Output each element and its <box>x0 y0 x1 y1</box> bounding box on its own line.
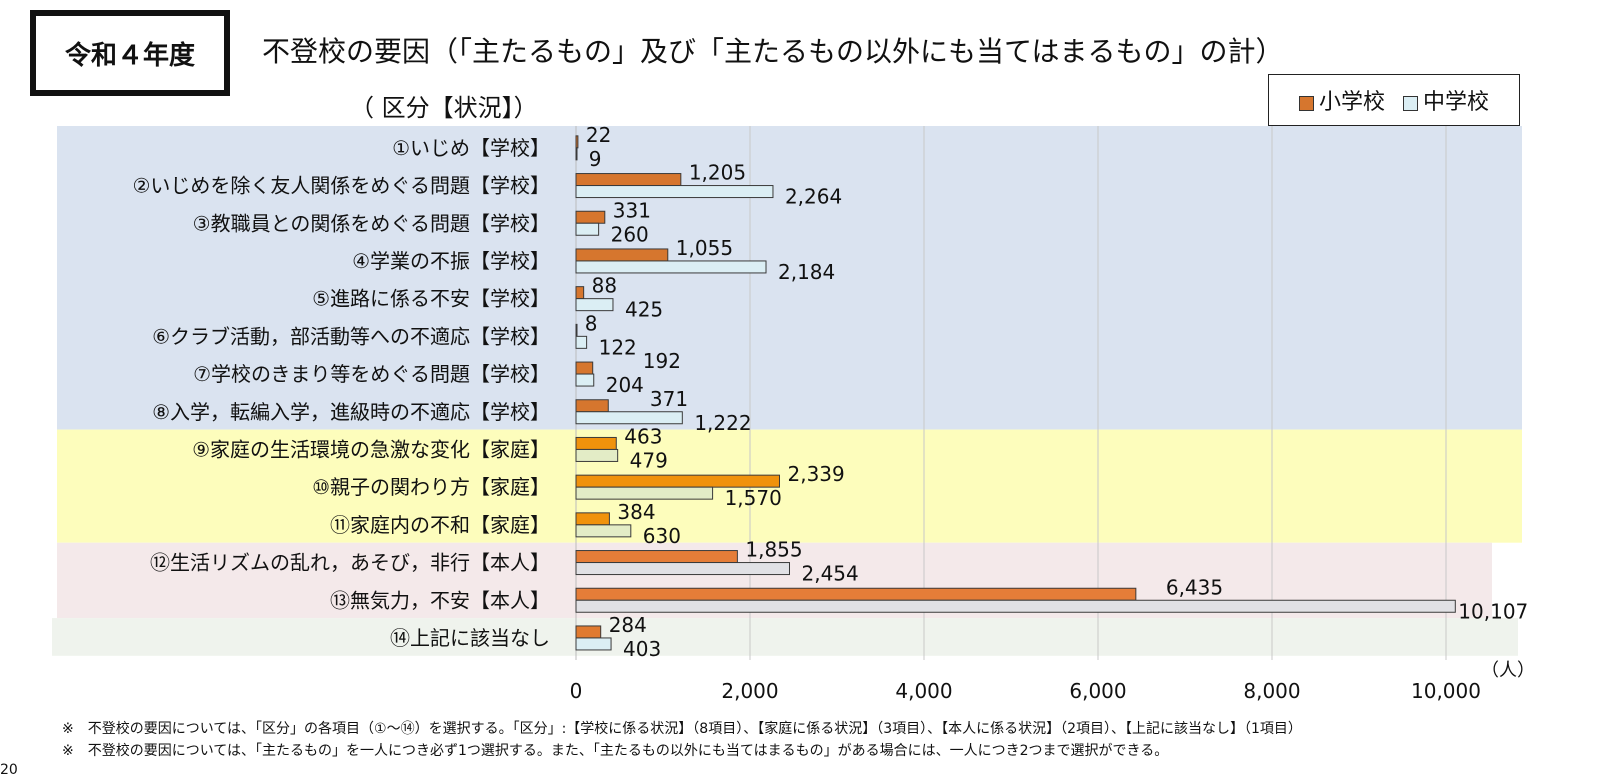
value-label-elementary: 88 <box>592 274 617 298</box>
bar-elementary <box>575 135 579 149</box>
value-label-junior-high: 403 <box>623 637 661 661</box>
legend-item-junior-high: 中学校 <box>1403 84 1489 116</box>
bar-junior-high <box>575 411 683 425</box>
page-subtitle: （ 区分【状況】） <box>350 94 538 122</box>
category-label: ③教職員との関係をめぐる問題【学校】 <box>193 211 550 235</box>
group-background-0 <box>57 126 1522 430</box>
legend-label: 中学校 <box>1423 90 1490 115</box>
category-label: ⑪家庭内の不和【家庭】 <box>330 513 550 537</box>
category-label: ⑫生活リズムの乱れ，あそび，非行【本人】 <box>150 551 550 575</box>
page-title: 不登校の要因（「主たるもの」及び「主たるもの以外にも当てはまるもの」の計） <box>262 35 1284 68</box>
value-label-elementary: 22 <box>586 123 611 147</box>
category-label: ⑭上記に該当なし <box>390 626 550 650</box>
bar-elementary <box>575 436 617 450</box>
value-label-elementary: 2,339 <box>787 462 844 486</box>
bar-junior-high <box>575 448 619 462</box>
value-label-junior-high: 122 <box>599 335 637 359</box>
legend-label: 小学校 <box>1318 90 1385 115</box>
category-label: ⑦学校のきまり等をめぐる問題【学校】 <box>193 362 550 386</box>
value-label-junior-high: 479 <box>630 448 668 472</box>
bar-elementary <box>575 550 738 564</box>
x-tick-label: 0 <box>570 679 583 703</box>
value-label-elementary: 1,055 <box>676 236 733 260</box>
category-label: ⑨家庭の生活環境の急激な変化【家庭】 <box>192 437 550 461</box>
page-number: 20 <box>0 762 18 778</box>
value-label-elementary: 1,205 <box>689 161 746 185</box>
bar-junior-high <box>575 599 1456 613</box>
value-label-elementary: 463 <box>624 424 662 448</box>
bar-junior-high <box>575 298 614 312</box>
bar-junior-high <box>575 222 600 236</box>
bar-elementary <box>575 361 594 375</box>
category-label: ①いじめ【学校】 <box>392 136 550 160</box>
legend-swatch-junior-high <box>1403 95 1418 111</box>
category-label: ②いじめを除く友人関係をめぐる問題【学校】 <box>132 174 550 198</box>
value-label-elementary: 6,435 <box>1166 575 1223 599</box>
bar-elementary <box>575 399 609 413</box>
bar-elementary <box>575 587 1137 601</box>
value-label-junior-high: 1,222 <box>694 411 751 435</box>
bar-junior-high <box>575 185 774 199</box>
bar-junior-high <box>575 335 588 349</box>
bar-elementary <box>575 210 606 224</box>
bar-junior-high <box>575 562 790 576</box>
bar-elementary <box>575 173 682 187</box>
value-label-elementary: 331 <box>613 198 651 222</box>
x-tick-label: 4,000 <box>895 679 952 703</box>
category-label: ④学業の不振【学校】 <box>352 249 550 273</box>
footnote-2: ※ 不登校の要因については、「主たるもの」を一人につき必ず1つ選択する。また、「… <box>62 743 1169 759</box>
bar-elementary <box>575 248 669 262</box>
category-label: ⑩親子の関わり方【家庭】 <box>312 475 550 499</box>
bar-junior-high <box>575 637 612 651</box>
legend-item-elementary: 小学校 <box>1298 84 1385 116</box>
value-label-junior-high: 10,107 <box>1458 599 1528 623</box>
value-label-elementary: 1,855 <box>745 538 802 562</box>
group-background-1 <box>57 429 1522 543</box>
bar-elementary <box>575 286 585 300</box>
x-tick-label: 2,000 <box>721 679 778 703</box>
unit-label: （人） <box>1481 660 1535 681</box>
x-tick-label: 10,000 <box>1411 679 1481 703</box>
x-tick-label: 8,000 <box>1243 679 1300 703</box>
bar-junior-high <box>575 524 632 538</box>
bar-junior-high <box>575 147 578 161</box>
value-label-junior-high: 2,454 <box>801 562 858 586</box>
value-label-elementary: 8 <box>585 311 598 335</box>
category-label: ⑧入学，転編入学，進級時の不適応【学校】 <box>152 400 550 424</box>
value-label-junior-high: 425 <box>625 298 663 322</box>
category-label: ⑥クラブ活動，部活動等への不適応【学校】 <box>152 324 550 348</box>
bar-elementary <box>575 625 602 639</box>
value-label-elementary: 284 <box>609 613 647 637</box>
value-label-elementary: 384 <box>617 500 655 524</box>
legend: 小学校 中学校 <box>1268 74 1520 126</box>
value-label-junior-high: 1,570 <box>725 486 782 510</box>
x-tick-label: 6,000 <box>1069 679 1126 703</box>
bar-elementary <box>575 512 610 526</box>
bar-junior-high <box>575 260 767 274</box>
value-label-junior-high: 2,184 <box>778 260 835 284</box>
legend-swatch-elementary <box>1298 95 1314 111</box>
value-label-elementary: 371 <box>650 387 688 411</box>
bar-elementary <box>575 323 578 337</box>
bar-junior-high <box>575 486 714 500</box>
value-label-junior-high: 260 <box>611 222 649 246</box>
fiscal-year-badge: 令和４年度 <box>30 10 230 96</box>
category-label: ⑬無気力，不安【本人】 <box>330 588 550 612</box>
group-background-3 <box>52 618 1518 656</box>
category-label: ⑤進路に係る不安【学校】 <box>312 287 550 311</box>
value-label-junior-high: 630 <box>643 524 681 548</box>
bar-junior-high <box>575 373 595 387</box>
value-label-junior-high: 204 <box>606 373 644 397</box>
value-label-junior-high: 9 <box>589 147 602 171</box>
value-label-junior-high: 2,264 <box>785 185 842 209</box>
footnote-1: ※ 不登校の要因については、「区分」の各項目（①～⑭）を選択する。「区分」:【学… <box>62 721 1302 737</box>
value-label-elementary: 192 <box>643 349 681 373</box>
